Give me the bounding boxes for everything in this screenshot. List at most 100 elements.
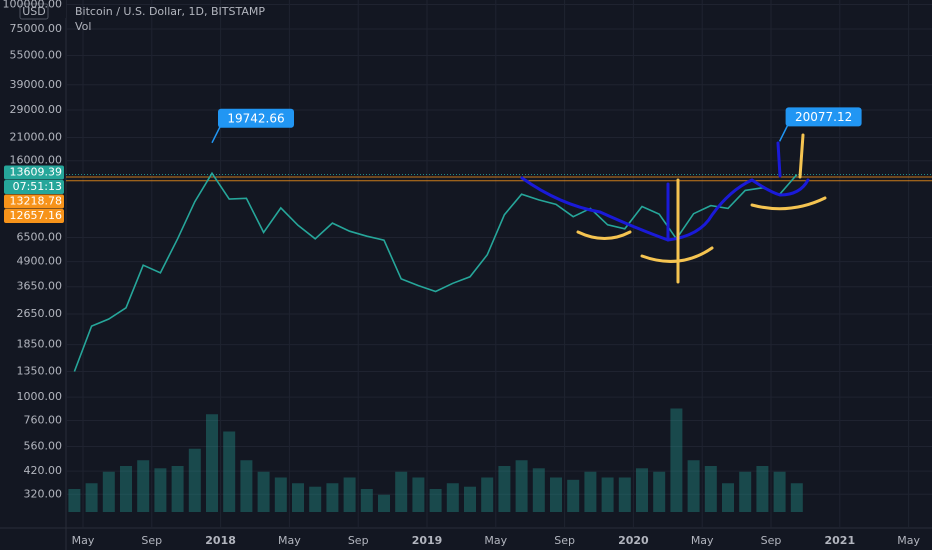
volume-bar xyxy=(653,471,666,512)
volume-bar xyxy=(395,471,408,512)
x-tick-label: 2021 xyxy=(824,534,855,547)
volume-bar xyxy=(326,483,339,512)
chart-title: Bitcoin / U.S. Dollar, 1D, BITSTAMP xyxy=(75,5,265,18)
callout-box xyxy=(218,108,294,128)
currency-button[interactable] xyxy=(19,3,49,20)
volume-bar xyxy=(360,489,373,512)
volume-bar xyxy=(790,483,803,512)
grid xyxy=(66,0,932,528)
y-tick-label: 1000.00 xyxy=(17,390,63,403)
x-tick-label: Sep xyxy=(141,534,162,547)
volume-bar xyxy=(171,466,184,512)
x-tick-label: May xyxy=(897,534,920,547)
x-tick-label: May xyxy=(691,534,714,547)
volume-bar xyxy=(739,471,752,512)
currency[interactable]: USD xyxy=(22,5,46,18)
y-tick-label: 6500.00 xyxy=(17,231,63,244)
y-tick-label: 320.00 xyxy=(24,487,63,500)
volume-bar xyxy=(274,477,287,512)
volume-bar xyxy=(670,408,683,512)
y-tick-label: 16000.00 xyxy=(10,154,63,167)
volume-bar xyxy=(722,483,734,512)
y-tick-label: 1350.00 xyxy=(17,365,63,378)
volume-bar xyxy=(687,460,700,512)
volume-bar xyxy=(584,471,597,512)
volume-bar xyxy=(85,483,98,512)
y-tick-label: 3650.00 xyxy=(17,280,63,293)
price-tag xyxy=(4,165,64,180)
volume-bar xyxy=(120,466,132,512)
x-tick-label: May xyxy=(484,534,507,547)
y-tick-label: 55000.00 xyxy=(10,48,63,61)
drawing xyxy=(640,246,714,263)
volume-bar xyxy=(378,494,390,512)
volume-bar xyxy=(704,466,717,512)
drawing xyxy=(520,176,810,242)
volume-bar xyxy=(550,477,562,512)
x-tick-label: May xyxy=(72,534,95,547)
price-tag-label: 12657.16 xyxy=(10,209,63,222)
y-tick-label: 2650.00 xyxy=(17,307,63,320)
x-tick-label: Sep xyxy=(348,534,369,547)
volume-bar xyxy=(567,479,580,512)
x-tick-label: Sep xyxy=(554,534,575,547)
y-tick-label: 29000.00 xyxy=(10,103,63,116)
volume-bar xyxy=(223,431,236,512)
volume-bar xyxy=(481,477,494,512)
volume-bar xyxy=(601,477,614,512)
volume-bar xyxy=(532,468,545,512)
x-tick-label: 2020 xyxy=(618,534,649,547)
volume-bar xyxy=(68,489,81,512)
callout-box xyxy=(785,107,862,127)
volume xyxy=(68,408,803,512)
volume-bar xyxy=(240,460,253,512)
volume-bar xyxy=(102,471,115,512)
drawing xyxy=(776,141,782,178)
x-tick-label: 2019 xyxy=(412,534,443,547)
y-tick-label: 39000.00 xyxy=(10,78,63,91)
drawing xyxy=(750,196,827,211)
volume-bar xyxy=(412,477,425,512)
price-tag-label: 13218.78 xyxy=(10,195,63,208)
volume-bar xyxy=(773,471,786,512)
y-tick-label: 4900.00 xyxy=(17,255,63,268)
volume-bar xyxy=(464,486,476,512)
callout-label: 19742.66 xyxy=(227,111,284,125)
drawing xyxy=(576,230,632,240)
volume-bar xyxy=(636,468,648,512)
price-tag xyxy=(4,209,64,224)
volume-bar xyxy=(756,466,769,512)
volume-bar xyxy=(309,486,322,512)
volume-bar xyxy=(446,483,459,512)
y-tick-label: 100000.00 xyxy=(3,0,63,10)
volume-bar xyxy=(188,448,201,512)
y-tick-label: 560.00 xyxy=(24,440,63,453)
drawing xyxy=(798,133,805,179)
plot: 19742.66 20077.12 xyxy=(66,107,932,372)
y-tick-label: 760.00 xyxy=(24,414,63,427)
x-tick-label: 2018 xyxy=(205,534,236,547)
drawings xyxy=(520,133,827,284)
callout-label: 20077.12 xyxy=(795,110,852,124)
y-tick-label: 75000.00 xyxy=(10,22,63,35)
x-tick-label: May xyxy=(278,534,301,547)
y-tick-label: 1850.00 xyxy=(17,338,63,351)
y-tick-label: 21000.00 xyxy=(10,131,63,144)
volume-bar xyxy=(618,477,631,512)
x-tick-label: Sep xyxy=(761,534,782,547)
price-tag xyxy=(4,194,64,209)
volume-bar xyxy=(137,460,150,512)
volume-bar xyxy=(257,471,270,512)
volume-bar xyxy=(343,477,356,512)
volume-bar xyxy=(498,466,511,512)
volume-bar xyxy=(154,468,167,512)
y-tick-label: 420.00 xyxy=(24,464,63,477)
volume-bar xyxy=(292,483,304,512)
volume-bar xyxy=(515,460,528,512)
volume-bar xyxy=(429,489,442,512)
price-tag xyxy=(4,180,64,195)
volume-bar xyxy=(206,414,218,512)
